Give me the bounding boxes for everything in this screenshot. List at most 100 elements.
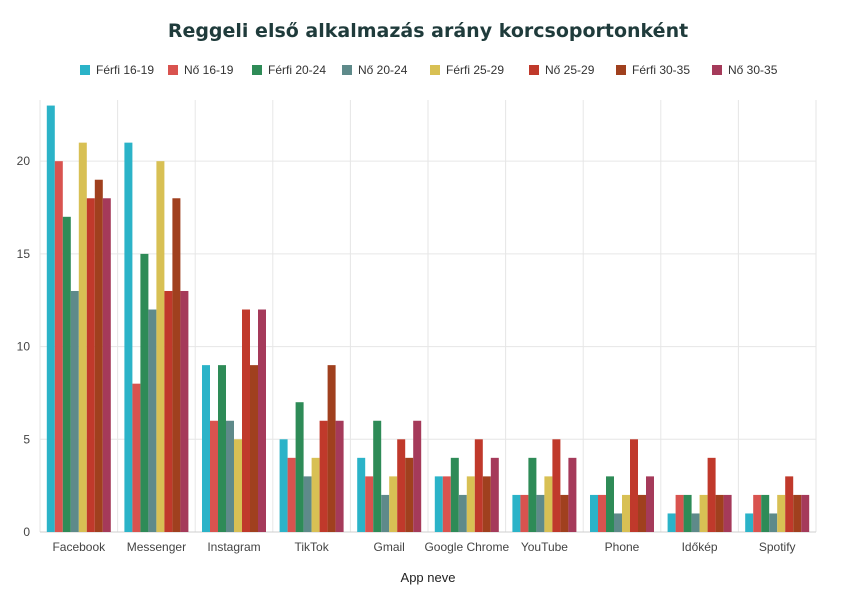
bar (311, 457, 320, 532)
bar (761, 494, 770, 532)
legend-label: Nő 30-35 (728, 63, 778, 77)
bar (614, 513, 622, 532)
bar (568, 457, 577, 532)
legend-swatch (252, 65, 262, 75)
bar (303, 476, 312, 532)
bar (606, 476, 614, 532)
x-tick-label: Google Chrome (424, 540, 509, 554)
bar (78, 142, 87, 532)
bar (148, 309, 157, 532)
x-tick-label: TikTok (294, 540, 329, 554)
legend-swatch (168, 65, 178, 75)
bar (683, 494, 692, 532)
legend-swatch (342, 65, 352, 75)
bar (258, 309, 266, 532)
bar (552, 439, 561, 532)
bars (46, 105, 810, 533)
bar (140, 253, 149, 532)
bar (287, 457, 296, 532)
bar (327, 365, 336, 532)
bar (667, 513, 676, 532)
legend-swatch (616, 65, 626, 75)
bar (520, 494, 529, 532)
legend-label: Férfi 20-24 (268, 63, 326, 77)
bar (279, 439, 288, 532)
bar (218, 365, 226, 532)
bar (699, 494, 708, 532)
x-tick-label: YouTube (521, 540, 568, 554)
bar (801, 494, 810, 532)
legend-swatch (712, 65, 722, 75)
bar (164, 290, 173, 532)
bar (226, 420, 234, 532)
bar (180, 290, 189, 532)
bar (450, 457, 459, 532)
y-tick-label: 10 (17, 340, 31, 354)
bar (777, 494, 786, 532)
bar (528, 457, 537, 532)
bar (381, 494, 390, 532)
bar (723, 494, 732, 532)
legend-label: Férfi 30-35 (632, 63, 690, 77)
legend-label: Férfi 16-19 (96, 63, 154, 77)
bar (124, 142, 133, 532)
bar (210, 420, 218, 532)
bar (46, 105, 55, 533)
bar (560, 494, 569, 532)
bar (405, 457, 414, 532)
chart-title: Reggeli első alkalmazás arány korcsoport… (168, 20, 688, 42)
bar (490, 457, 499, 532)
legend-label: Férfi 25-29 (446, 63, 504, 77)
legend-swatch (80, 65, 90, 75)
bar (793, 494, 802, 532)
bar (102, 198, 111, 532)
bar (202, 365, 210, 532)
bar (745, 513, 754, 532)
bar (242, 309, 250, 532)
bar (646, 476, 654, 532)
bar (389, 476, 398, 532)
legend-swatch (430, 65, 440, 75)
x-tick-label: Időkép (682, 540, 718, 554)
bar (70, 290, 79, 532)
bar (234, 439, 242, 532)
bar (132, 383, 141, 532)
bar (373, 420, 382, 532)
y-tick-label: 15 (17, 247, 31, 261)
legend: Férfi 16-19 Nő 16-19 Férfi 20-24 Nő 20-24 Fé… (80, 63, 778, 77)
x-tick-label: Facebook (52, 540, 106, 554)
bar (691, 513, 700, 532)
bar (442, 476, 451, 532)
y-tick-label: 5 (23, 432, 30, 446)
bar (715, 494, 724, 532)
bar (86, 198, 95, 532)
x-tick-label: Phone (605, 540, 640, 554)
bar (319, 420, 328, 532)
x-tick-label: Gmail (374, 540, 405, 554)
bar (413, 420, 422, 532)
bar (94, 179, 103, 532)
bar (536, 494, 545, 532)
bar (397, 439, 406, 532)
bar (512, 494, 521, 532)
gridlines (39, 100, 817, 533)
bar (482, 476, 491, 532)
bar (62, 216, 71, 532)
legend-swatch (529, 65, 539, 75)
bar (54, 161, 63, 532)
bar (172, 198, 181, 532)
bar (544, 476, 553, 532)
bar (630, 439, 638, 532)
bar (638, 494, 646, 532)
bar (250, 365, 258, 532)
y-tick-label: 20 (17, 154, 31, 168)
bar (753, 494, 762, 532)
legend-label: Nő 16-19 (184, 63, 234, 77)
bar (357, 457, 366, 532)
bar (785, 476, 794, 532)
bar (598, 494, 606, 532)
legend-label: Nő 20-24 (358, 63, 408, 77)
bar (365, 476, 374, 532)
bar (707, 457, 716, 532)
